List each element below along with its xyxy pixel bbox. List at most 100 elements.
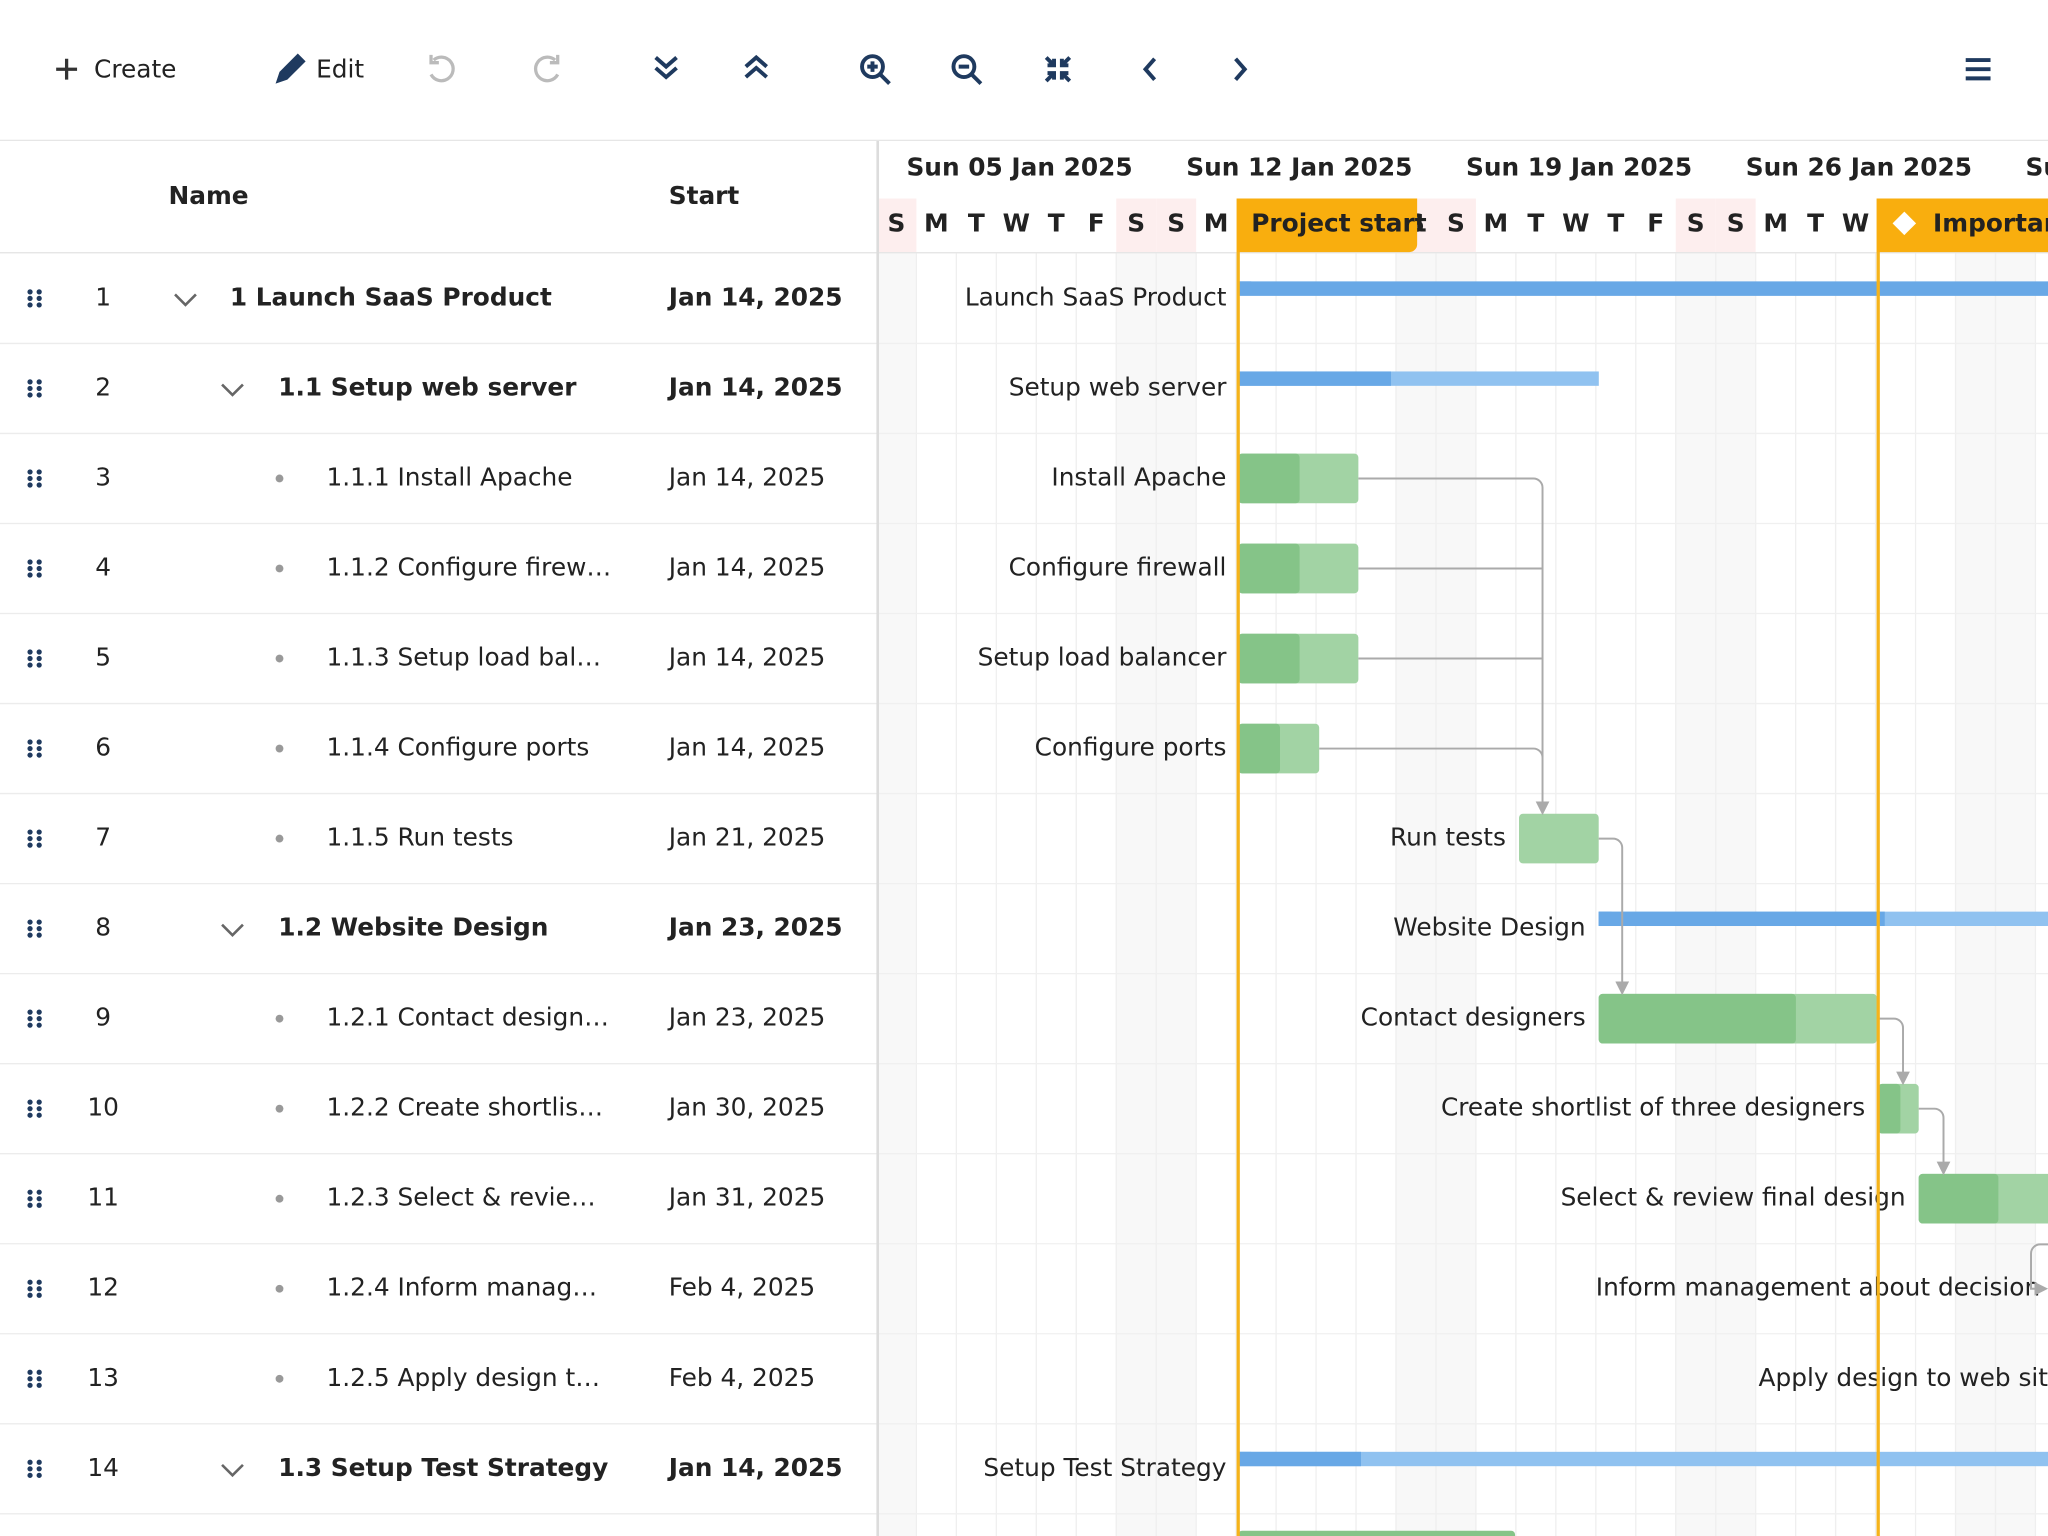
- task-start: Jan 14, 2025: [667, 1453, 843, 1482]
- task-row[interactable]: 4 1.1.2 Configure firew… Jan 14, 2025: [27, 552, 825, 581]
- row-number: 11: [87, 1183, 119, 1212]
- drag-handle-dot: [27, 385, 33, 392]
- drag-handle-dot: [36, 1112, 42, 1118]
- summary-bar[interactable]: [1238, 281, 2048, 296]
- drag-handle-dot: [27, 739, 33, 745]
- task-row[interactable]: 13 1.2.5 Apply design t… Feb 4, 2025: [27, 1363, 815, 1392]
- task-bar-progress: [1238, 543, 1300, 594]
- task-bar[interactable]: [1238, 543, 1359, 594]
- task-row[interactable]: 8 1.2 Website Design Jan 23, 2025: [27, 913, 843, 942]
- drag-handle-dot: [36, 295, 42, 302]
- task-bar[interactable]: [1238, 723, 1320, 774]
- redo-icon[interactable]: [533, 54, 560, 83]
- task-bar[interactable]: [1878, 1083, 1919, 1134]
- drag-handle-dot: [27, 469, 33, 475]
- drag-handle-dot: [36, 1099, 42, 1105]
- weekend-column: [1116, 253, 1157, 1536]
- dependency-line: [1319, 747, 1544, 758]
- task-row[interactable]: 7 1.1.5 Run tests Jan 21, 2025: [27, 823, 825, 852]
- task-bar-progress: [1598, 993, 1796, 1044]
- previous-icon[interactable]: [1142, 57, 1157, 81]
- task-bar[interactable]: [1519, 813, 1599, 864]
- dependency-line: [1358, 477, 1550, 816]
- task-row[interactable]: 2 1.1 Setup web server Jan 14, 2025: [27, 372, 843, 401]
- drag-handle-dot: [36, 1292, 42, 1298]
- leaf-bullet: [275, 834, 284, 843]
- task-bar[interactable]: [1238, 633, 1359, 684]
- task-row[interactable]: 14 1.3 Setup Test Strategy Jan 14, 2025: [27, 1453, 843, 1482]
- weekend-column: [1955, 253, 1996, 1536]
- task-name: 1.2.1 Contact design…: [327, 1003, 609, 1032]
- expand-chevron: [221, 1463, 244, 1478]
- summary-bar[interactable]: [1238, 1451, 2048, 1467]
- drag-handle-dot: [27, 842, 33, 848]
- drag-handle-dot: [36, 752, 42, 758]
- drag-handle-dot: [27, 1376, 33, 1382]
- weekend-header: [1116, 198, 1157, 253]
- task-row[interactable]: 1 1 Launch SaaS Product Jan 14, 2025: [27, 282, 843, 311]
- task-row[interactable]: 10 1.2.2 Create shortlis… Jan 30, 2025: [27, 1093, 825, 1122]
- day-label: S: [1447, 209, 1465, 238]
- zoom-out-icon[interactable]: [951, 54, 983, 85]
- drag-handle-dot: [27, 829, 33, 835]
- week-label: Sun 05 Jan 2025: [906, 152, 1132, 181]
- task-name: 1.1.2 Configure firew…: [327, 552, 612, 581]
- drag-handle-dot: [36, 1202, 42, 1208]
- weekend-column: [1995, 253, 2036, 1536]
- drag-handle-dot: [27, 1022, 33, 1028]
- week-label: Sun 12 Jan 2025: [1186, 152, 1412, 181]
- drag-handle-dot: [27, 1112, 33, 1118]
- weekend-column: [1395, 253, 1436, 1536]
- bar-label: Install Apache: [1051, 462, 1226, 491]
- task-name: 1.2.5 Apply design t…: [327, 1363, 601, 1392]
- zoom-in-icon[interactable]: [860, 54, 891, 85]
- task-row[interactable]: 11 1.2.3 Select & revie… Jan 31, 2025: [27, 1183, 825, 1212]
- task-name: 1 Launch SaaS Product: [230, 282, 552, 311]
- task-bar[interactable]: [1598, 993, 1877, 1044]
- task-bar-progress: [1238, 453, 1300, 504]
- task-row[interactable]: 5 1.1.3 Setup load bal… Jan 14, 2025: [27, 643, 825, 672]
- day-label: T: [1807, 209, 1824, 238]
- column-header[interactable]: Start: [669, 181, 740, 210]
- row-number: 9: [95, 1003, 111, 1032]
- summary-bar[interactable]: [1598, 911, 2048, 927]
- menu-icon[interactable]: [1965, 58, 1991, 81]
- expand-all-icon[interactable]: [654, 55, 678, 80]
- summary-bar-progress: [1598, 911, 1885, 927]
- drag-handle-dot: [36, 559, 42, 565]
- edit-button[interactable]: Edit: [275, 53, 365, 84]
- fit-icon[interactable]: [1044, 56, 1072, 83]
- drag-handle-dot: [27, 1286, 33, 1292]
- task-bar[interactable]: [1238, 453, 1359, 504]
- drag-handle-dot: [36, 745, 42, 752]
- day-label: S: [887, 209, 905, 238]
- leaf-bullet: [275, 744, 284, 753]
- create-button[interactable]: Create: [56, 55, 176, 84]
- task-row[interactable]: 12 1.2.4 Inform manag… Feb 4, 2025: [27, 1273, 815, 1302]
- task-row[interactable]: 6 1.1.4 Configure ports Jan 14, 2025: [27, 733, 825, 762]
- day-label: F: [1647, 209, 1664, 238]
- task-row[interactable]: 9 1.2.1 Contact design… Jan 23, 2025: [27, 1003, 825, 1032]
- undo-icon[interactable]: [429, 54, 455, 83]
- leaf-bullet: [275, 654, 284, 663]
- day-label: M: [924, 209, 949, 238]
- day-label: S: [1127, 209, 1145, 238]
- bar-label: Configure firewall: [1009, 552, 1227, 581]
- task-row[interactable]: 3 1.1.1 Install Apache Jan 14, 2025: [27, 462, 825, 491]
- task-name: 1.1 Setup web server: [278, 372, 577, 401]
- drag-handle-dot: [36, 932, 42, 938]
- drag-handle-dot: [27, 1459, 33, 1465]
- bar-label: Inform management about decision: [1596, 1273, 2040, 1302]
- task-bar[interactable]: [1918, 1173, 2048, 1224]
- collapse-all-icon[interactable]: [744, 54, 768, 79]
- row-number: 6: [95, 733, 111, 762]
- drag-handle-dot: [36, 1016, 42, 1022]
- next-icon[interactable]: [1234, 57, 1248, 81]
- column-header[interactable]: Name: [168, 181, 248, 210]
- drag-handle-dot: [27, 1369, 33, 1375]
- weekend-header: [879, 198, 917, 253]
- drag-handle-dot: [36, 1106, 42, 1112]
- summary-bar[interactable]: [1238, 371, 1599, 386]
- bar-label: Configure ports: [1035, 733, 1227, 762]
